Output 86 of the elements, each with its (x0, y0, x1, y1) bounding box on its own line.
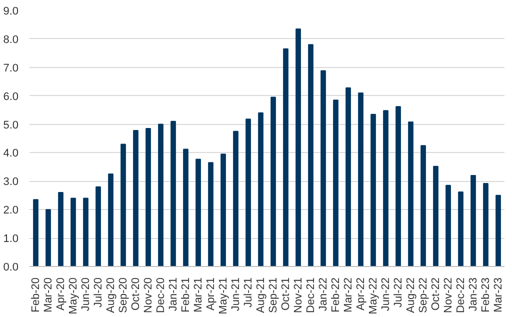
x-tick-label: Oct-22 (430, 277, 442, 311)
x-tick-label: Sep-20 (117, 277, 130, 313)
bar (96, 186, 101, 266)
x-tick-label: Jan-21 (167, 277, 180, 312)
bar (446, 184, 451, 266)
bar (296, 28, 301, 266)
bar (308, 44, 314, 266)
x-tick-label: Dec-22 (454, 277, 467, 313)
x-tick-label: Nov-21 (292, 277, 304, 313)
y-tick-label: 7.0 (3, 62, 19, 74)
x-tick-label: Sep-21 (267, 277, 280, 313)
x-tick-label: Feb-22 (330, 277, 342, 312)
x-tick-label: Apr-22 (354, 277, 367, 311)
x-tick-label: Jun-22 (380, 277, 392, 312)
bar (458, 191, 464, 266)
x-tick-label: Oct-21 (280, 277, 292, 311)
bar (358, 92, 364, 266)
x-tick-label: Mar-20 (42, 278, 54, 312)
x-tick-label: Jan-22 (317, 277, 330, 312)
bar (170, 120, 176, 266)
x-tick-label: Aug-21 (254, 277, 267, 313)
y-tick-label: 8.0 (3, 34, 19, 46)
x-tick-label: Mar-22 (342, 278, 354, 312)
x-tick-label: Jun-21 (230, 277, 242, 312)
bar (370, 114, 376, 266)
bar (320, 70, 326, 266)
x-tick-label: Feb-20 (30, 277, 42, 312)
bar (470, 174, 476, 266)
x-tick-label: Aug-22 (404, 277, 417, 313)
x-tick-label: Jan-23 (467, 277, 480, 312)
x-tick-label: Nov-22 (442, 277, 454, 313)
bar (270, 96, 276, 266)
bar (208, 162, 214, 266)
x-tick-label: Jul-21 (242, 277, 254, 308)
bar (233, 130, 238, 266)
y-tick-label: 4.0 (3, 148, 19, 160)
bar (33, 199, 38, 266)
x-tick-label: May-20 (67, 277, 80, 314)
bar (46, 209, 51, 266)
x-tick-label: Feb-23 (480, 277, 492, 312)
bar (420, 145, 426, 266)
x-tick-label: Nov-20 (142, 277, 154, 313)
bar (283, 48, 288, 266)
x-tick-label: Aug-20 (104, 277, 117, 313)
x-tick-label: Jun-20 (80, 277, 92, 312)
bar (120, 144, 126, 266)
x-tick-label: Feb-21 (180, 277, 192, 312)
y-tick-label: 2.0 (3, 204, 19, 217)
bar (258, 112, 264, 266)
bar (183, 148, 188, 266)
bar (383, 110, 388, 266)
bar (346, 87, 351, 266)
bar (483, 182, 488, 266)
bar (220, 154, 226, 266)
x-tick-label: May-21 (217, 277, 230, 314)
x-tick-label: Dec-20 (154, 277, 167, 313)
x-tick-label: Mar-23 (492, 278, 504, 312)
bar (108, 174, 114, 266)
x-tick-label: Apr-20 (54, 277, 67, 311)
y-tick-label: 0.0 (3, 262, 19, 274)
y-tick-label: 9.0 (3, 6, 19, 18)
bar (246, 118, 251, 266)
bar (196, 158, 201, 266)
x-tick-label: May-22 (367, 277, 380, 314)
x-tick-label: Apr-21 (204, 277, 217, 311)
bar (496, 194, 501, 266)
bar (408, 122, 414, 266)
x-tick-label: Dec-21 (304, 277, 317, 313)
bar (146, 128, 151, 266)
y-tick-label: 6.0 (3, 90, 19, 103)
bar (333, 100, 338, 266)
x-tick-label: Oct-20 (130, 277, 142, 311)
y-tick-label: 5.0 (3, 119, 19, 132)
bar (70, 198, 76, 266)
x-tick-label: Mar-21 (192, 278, 204, 312)
bar (58, 192, 64, 266)
y-tick-label: 3.0 (3, 176, 19, 188)
bar (133, 130, 138, 266)
bar (83, 198, 88, 266)
x-tick-label: Sep-22 (417, 277, 430, 313)
bar (433, 166, 438, 266)
x-tick-label: Jul-22 (392, 277, 404, 308)
y-tick-label: 1.0 (3, 233, 19, 246)
bar (158, 124, 164, 266)
x-tick-label: Jul-20 (92, 277, 104, 308)
bar (396, 106, 401, 266)
